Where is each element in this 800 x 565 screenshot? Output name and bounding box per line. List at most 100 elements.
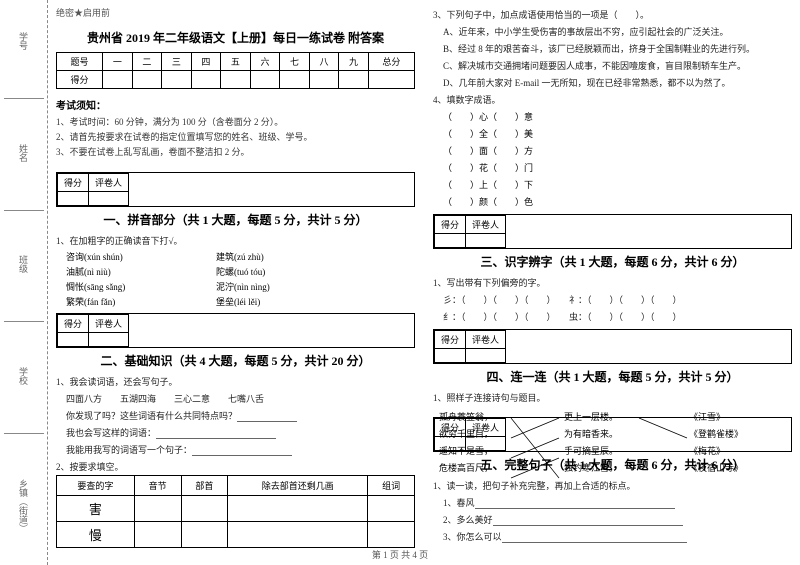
pinyin-item: 陀螺(tuó tóu) — [216, 265, 366, 278]
lookup-header: 部首 — [181, 476, 228, 496]
score-header: 六 — [250, 53, 280, 71]
idiom-fill: （ ）颜（ ）色 — [443, 195, 792, 208]
lookup-cell[interactable] — [134, 522, 181, 548]
pinyin-item: 泥泞(nìn nìng) — [216, 280, 366, 293]
lookup-cell[interactable] — [134, 496, 181, 522]
match-left: 遥知不是雪， — [439, 444, 493, 457]
marker-cell[interactable] — [435, 234, 466, 248]
fill-blank[interactable] — [475, 500, 675, 509]
marker-cell[interactable] — [89, 333, 129, 347]
option-c: C、解决城市交通拥堵问题要因人成事，不能因噎废食，盲目限制轿车生产。 — [443, 59, 792, 72]
match-mid: 手可摘星辰。 — [564, 444, 618, 457]
notice-item: 3、不要在试卷上乱写乱画，卷面不整洁扣 2 分。 — [56, 145, 415, 158]
lookup-header: 要查的字 — [57, 476, 135, 496]
score-header: 五 — [221, 53, 251, 71]
lookup-header: 组词 — [368, 476, 415, 496]
pinyin-row: 咨询(xún shún)建筑(zú zhù) — [66, 250, 415, 263]
question-text: 1、在加粗字的正确读音下打√。 — [56, 234, 415, 247]
marker-box: 得分评卷人 — [433, 329, 792, 364]
score-header: 总分 — [368, 53, 414, 71]
score-header: 四 — [191, 53, 221, 71]
question-text: 3、下列句子中，加点成语使用恰当的一项是（ ）。 — [433, 8, 792, 21]
score-row-label: 得分 — [57, 71, 103, 89]
marker-box: 得分评卷人 — [56, 172, 415, 207]
pinyin-item: 咨询(xún shún) — [66, 250, 216, 263]
match-mid: 更上一层楼。 — [564, 410, 618, 423]
fill-blank[interactable] — [502, 534, 687, 543]
question-text: 1、我会读词语，还会写句子。 — [56, 375, 415, 388]
score-header: 三 — [162, 53, 192, 71]
lookup-cell[interactable] — [368, 496, 415, 522]
marker-cell[interactable] — [58, 333, 89, 347]
marker-box: 得分评卷人 — [56, 313, 415, 348]
score-cell[interactable] — [280, 71, 310, 89]
pinyin-item: 建筑(zú zhù) — [216, 250, 366, 263]
pinyin-item: 繁荣(fán fǎn) — [66, 295, 216, 308]
score-cell[interactable] — [191, 71, 221, 89]
blank-line — [4, 95, 44, 99]
question-text: 1、写出带有下列偏旁的字。 — [433, 276, 792, 289]
fill-blank[interactable] — [156, 430, 276, 439]
match-left-col: 孤舟蓑笠翁， 欲穷千里目， 遥知不是雪， 危楼高百尺， — [439, 406, 493, 478]
marker-cell[interactable] — [435, 349, 466, 363]
score-header: 九 — [339, 53, 369, 71]
score-cell[interactable] — [132, 71, 162, 89]
marker-score: 得分 — [58, 315, 89, 333]
score-cell[interactable] — [339, 71, 369, 89]
option-b: B、经过 8 年的艰苦奋斗，该厂已经脱颖而出，挤身于全国制鞋业的先进行列。 — [443, 42, 792, 55]
prompt-label: 你发现了吗？这些词语有什么共同特点吗？ — [66, 411, 237, 421]
match-right: 《梅花》 — [689, 444, 743, 457]
fill-blank[interactable] — [493, 517, 683, 526]
blank-line — [4, 430, 44, 434]
idiom-fill: （ ）全（ ）美 — [443, 127, 792, 140]
lookup-char: 慢 — [57, 522, 135, 548]
score-cell[interactable] — [368, 71, 414, 89]
lookup-cell[interactable] — [368, 522, 415, 548]
fill-blank[interactable] — [237, 413, 297, 422]
fill-blank[interactable] — [192, 447, 292, 456]
match-left: 孤舟蓑笠翁， — [439, 410, 493, 423]
lookup-cell[interactable] — [181, 496, 228, 522]
marker-grader: 评卷人 — [466, 216, 506, 234]
lookup-cell[interactable] — [228, 496, 368, 522]
marker-cell[interactable] — [466, 349, 506, 363]
match-mid-col: 更上一层楼。 为有暗香来。 手可摘星辰。 独钓寒江雪。 — [564, 406, 618, 478]
score-header: 二 — [132, 53, 162, 71]
match-left: 欲穷千里目， — [439, 427, 493, 440]
sentence-label: 2、多么美好 — [443, 515, 493, 525]
page-content: 绝密★启用前 贵州省 2019 年二年级语文【上册】每日一练试卷 附答案 题号 … — [56, 6, 792, 545]
marker-cell[interactable] — [466, 234, 506, 248]
match-right: 《夜宿山寺》 — [689, 461, 743, 474]
radical-row: 纟：（ ）（ ）（ ） 虫：（ ）（ ）（ ） — [443, 310, 792, 323]
notice-block: 考试须知： 1、考试时间：60 分钟，满分为 100 分（含卷面分 2 分）。 … — [56, 97, 415, 160]
match-mid: 独钓寒江雪。 — [564, 461, 618, 474]
binding-label: 学校 — [17, 367, 30, 385]
option-d: D、几年前大家对 E-mail 一无所知，现在已经非常熟悉，都不以为然了。 — [443, 76, 792, 89]
marker-cell[interactable] — [58, 192, 89, 206]
score-cell[interactable] — [162, 71, 192, 89]
option-a: A、近年来，中小学生受伤害的事故层出不穷，应引起社会的广泛关注。 — [443, 25, 792, 38]
question-text: 4、填数字成语。 — [433, 93, 792, 106]
binding-label: 姓名 — [17, 144, 30, 162]
exam-title: 贵州省 2019 年二年级语文【上册】每日一练试卷 附答案 — [56, 29, 415, 46]
pinyin-row: 繁荣(fán fǎn)堡垒(léi lěi) — [66, 295, 415, 308]
score-header: 七 — [280, 53, 310, 71]
match-right: 《江雪》 — [689, 410, 743, 423]
score-cell[interactable] — [103, 71, 133, 89]
prompt-text: 我能用我写的词语写一个句子： — [66, 443, 415, 456]
pinyin-row: 惆怅(sāng sǎng)泥泞(nìn nìng) — [66, 280, 415, 293]
marker-score: 得分 — [435, 216, 466, 234]
lookup-cell[interactable] — [228, 522, 368, 548]
match-diagram: 孤舟蓑笠翁， 欲穷千里目， 遥知不是雪， 危楼高百尺， 更上一层楼。 为有暗香来… — [439, 406, 792, 413]
pinyin-row: 油腻(nì niù)陀螺(tuó tóu) — [66, 265, 415, 278]
pinyin-item: 堡垒(léi lěi) — [216, 295, 366, 308]
score-cell[interactable] — [309, 71, 339, 89]
marker-cell[interactable] — [89, 192, 129, 206]
lookup-cell[interactable] — [181, 522, 228, 548]
sentence-label: 1、春风 — [443, 498, 475, 508]
section-1-title: 一、拼音部分（共 1 大题，每题 5 分，共计 5 分） — [56, 211, 415, 228]
score-cell[interactable] — [221, 71, 251, 89]
question-text: 1、照样子连接诗句与题目。 — [433, 391, 792, 404]
idiom-fill: （ ）花（ ）门 — [443, 161, 792, 174]
score-cell[interactable] — [250, 71, 280, 89]
